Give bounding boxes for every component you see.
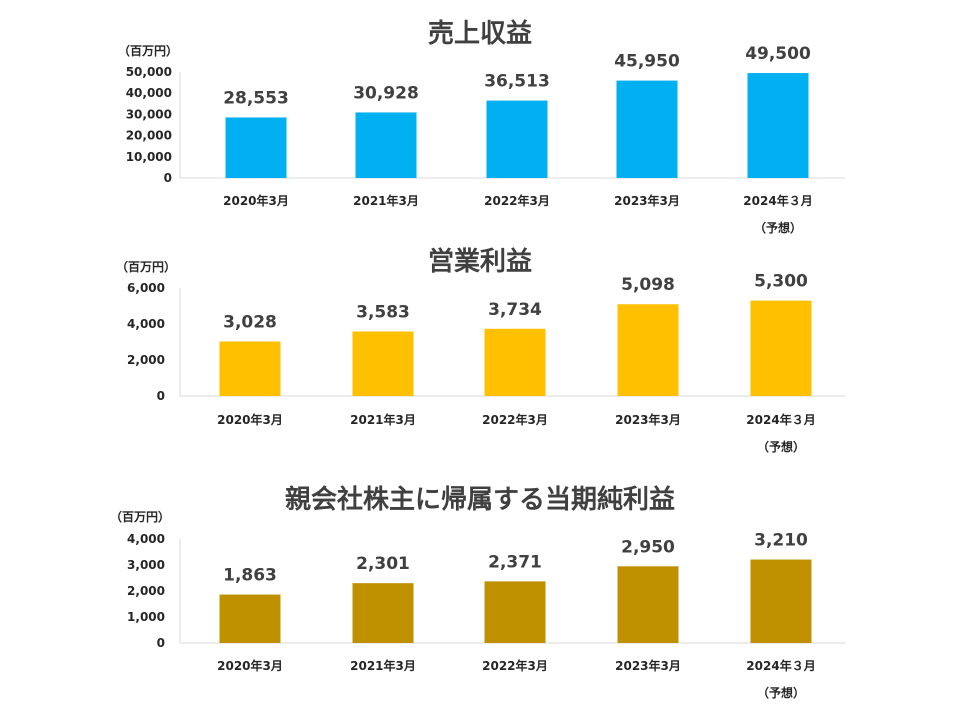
bar — [219, 341, 281, 396]
y-tick-label: 30,000 — [126, 107, 172, 121]
y-tick-label: 0 — [157, 389, 165, 403]
data-label: 3,028 — [223, 312, 277, 332]
x-tick-label: 2021年3月 — [350, 658, 416, 673]
y-tick-label: 10,000 — [126, 150, 172, 164]
chart-title: 親会社株主に帰属する当期純利益 — [285, 484, 675, 515]
data-label: 30,928 — [353, 83, 419, 103]
bar — [484, 581, 546, 643]
bar — [219, 594, 281, 643]
bar — [750, 559, 812, 643]
x-tick-label: 2021年3月 — [350, 412, 416, 427]
bar — [747, 73, 809, 178]
bar — [486, 100, 548, 178]
x-tick-label: 2023年3月 — [614, 193, 680, 208]
y-tick-label: 40,000 — [126, 86, 172, 100]
x-tick-label: 2021年3月 — [353, 193, 419, 208]
y-tick-label: 20,000 — [126, 129, 172, 143]
data-label: 3,734 — [488, 300, 542, 320]
data-label: 3,583 — [356, 303, 410, 323]
y-tick-label: 4,000 — [127, 532, 165, 546]
y-tick-label: 4,000 — [127, 317, 165, 331]
bar — [225, 117, 287, 178]
x-tick-label: 2024年３月 — [746, 658, 815, 673]
data-label: 45,950 — [614, 52, 680, 72]
data-label: 49,500 — [745, 44, 811, 64]
y-tick-label: 0 — [157, 636, 165, 650]
y-tick-label: 1,000 — [127, 610, 165, 624]
bar — [750, 300, 812, 396]
x-tick-label: 2022年3月 — [482, 658, 548, 673]
bar — [352, 583, 414, 643]
y-tick-label: 2,000 — [127, 584, 165, 598]
x-tick-label: 2024年３月 — [743, 193, 812, 208]
data-label: 5,300 — [754, 272, 808, 292]
y-tick-label: 3,000 — [127, 558, 165, 572]
data-label: 2,950 — [621, 537, 675, 557]
data-label: 36,513 — [484, 72, 550, 92]
data-label: 2,301 — [356, 554, 410, 574]
x-tick-note: （予想） — [754, 220, 802, 235]
y-unit-label: （百万円） — [116, 259, 176, 274]
data-label: 2,371 — [488, 552, 542, 572]
bar — [484, 328, 546, 396]
x-tick-label: 2020年3月 — [223, 193, 289, 208]
data-label: 1,863 — [223, 566, 277, 586]
bar — [617, 304, 679, 396]
x-tick-label: 2023年3月 — [615, 412, 681, 427]
y-tick-label: 0 — [164, 171, 172, 185]
x-tick-label: 2023年3月 — [615, 658, 681, 673]
x-tick-label: 2020年3月 — [217, 658, 283, 673]
data-label: 28,553 — [223, 88, 289, 108]
x-tick-note: （予想） — [757, 439, 805, 454]
bar — [352, 331, 414, 396]
x-tick-label: 2024年３月 — [746, 412, 815, 427]
bar — [617, 566, 679, 643]
y-tick-label: 6,000 — [127, 281, 165, 295]
chart-title: 売上収益 — [428, 19, 532, 49]
data-label: 5,098 — [621, 275, 675, 295]
data-label: 3,210 — [754, 531, 808, 551]
y-tick-label: 2,000 — [127, 353, 165, 367]
x-tick-label: 2020年3月 — [217, 412, 283, 427]
y-tick-label: 50,000 — [126, 65, 172, 79]
chart-title: 営業利益 — [428, 247, 532, 277]
x-tick-label: 2022年3月 — [484, 193, 550, 208]
x-tick-label: 2022年3月 — [482, 412, 548, 427]
y-unit-label: （百万円） — [118, 43, 178, 58]
y-unit-label: （百万円） — [110, 509, 170, 524]
bar — [616, 80, 678, 178]
x-tick-note: （予想） — [757, 685, 805, 700]
bar — [355, 112, 417, 178]
